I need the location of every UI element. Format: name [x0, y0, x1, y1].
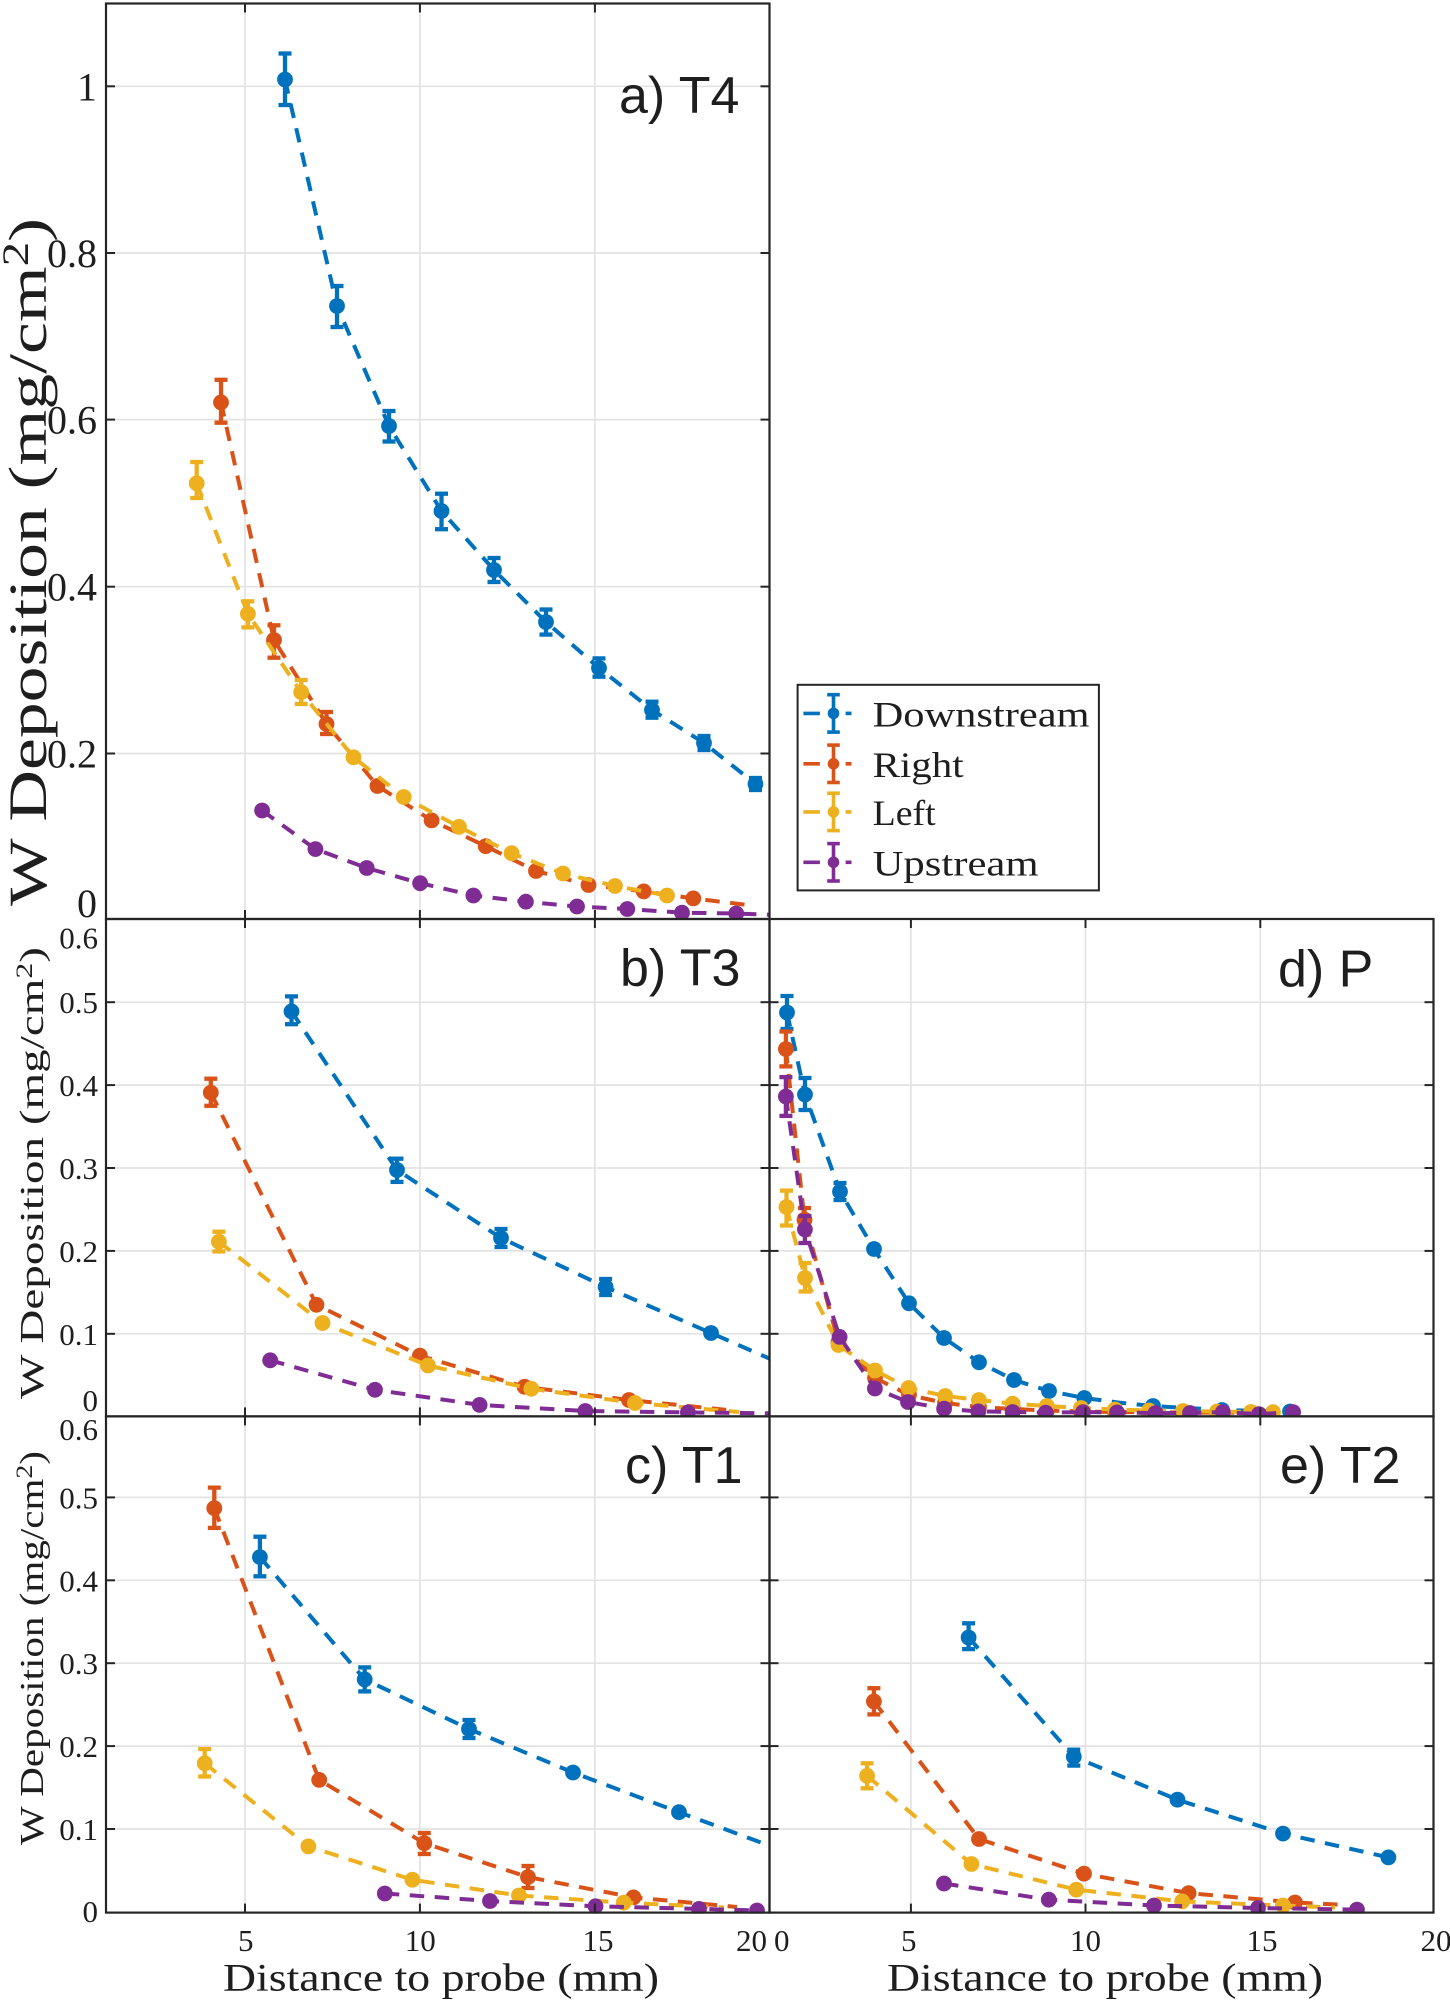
svg-text:Distance to probe (mm): Distance to probe (mm)	[887, 1957, 1323, 2000]
svg-text:d) P: d) P	[1278, 941, 1373, 999]
svg-text:10: 10	[405, 1923, 436, 1958]
svg-text:0.4: 0.4	[59, 1068, 98, 1103]
svg-text:1: 1	[77, 64, 97, 109]
svg-text:0.5: 0.5	[59, 1480, 98, 1515]
svg-text:20: 20	[1421, 1923, 1450, 1958]
svg-text:Left: Left	[873, 793, 936, 833]
svg-text:Upstream: Upstream	[873, 843, 1039, 883]
svg-text:0.3: 0.3	[59, 1151, 98, 1186]
svg-text:5: 5	[238, 1923, 254, 1958]
svg-text:0.5: 0.5	[59, 985, 98, 1020]
svg-text:W Deposition (mg/cm2): W Deposition (mg/cm2)	[0, 218, 58, 906]
svg-text:a) T4: a) T4	[619, 67, 739, 125]
svg-text:0.6: 0.6	[59, 921, 98, 956]
svg-text:0: 0	[83, 1894, 99, 1929]
svg-text:5: 5	[901, 1923, 917, 1958]
svg-text:0.3: 0.3	[59, 1646, 98, 1681]
svg-text:0.2: 0.2	[59, 1234, 98, 1269]
svg-text:Downstream: Downstream	[873, 694, 1090, 734]
svg-text:0.4: 0.4	[59, 1563, 98, 1598]
svg-text:W Deposition (mg/cm2): W Deposition (mg/cm2)	[12, 1451, 51, 1845]
svg-text:0: 0	[774, 1923, 790, 1958]
svg-text:Right: Right	[873, 745, 964, 785]
svg-text:b) T3: b) T3	[620, 940, 740, 998]
svg-text:0.1: 0.1	[59, 1317, 98, 1352]
svg-text:15: 15	[1247, 1923, 1278, 1958]
svg-text:0.6: 0.6	[59, 1412, 98, 1447]
svg-text:10: 10	[1070, 1923, 1101, 1958]
svg-text:Distance to probe (mm): Distance to probe (mm)	[223, 1957, 659, 2000]
svg-text:0.2: 0.2	[59, 1729, 98, 1764]
svg-text:W Deposition (mg/cm2): W Deposition (mg/cm2)	[12, 947, 51, 1399]
svg-text:20: 20	[736, 1923, 767, 1958]
svg-text:c) T1: c) T1	[625, 1437, 743, 1495]
svg-text:0: 0	[77, 881, 97, 926]
svg-text:0.1: 0.1	[59, 1812, 98, 1847]
svg-text:15: 15	[583, 1923, 614, 1958]
svg-text:e) T2: e) T2	[1280, 1437, 1400, 1495]
